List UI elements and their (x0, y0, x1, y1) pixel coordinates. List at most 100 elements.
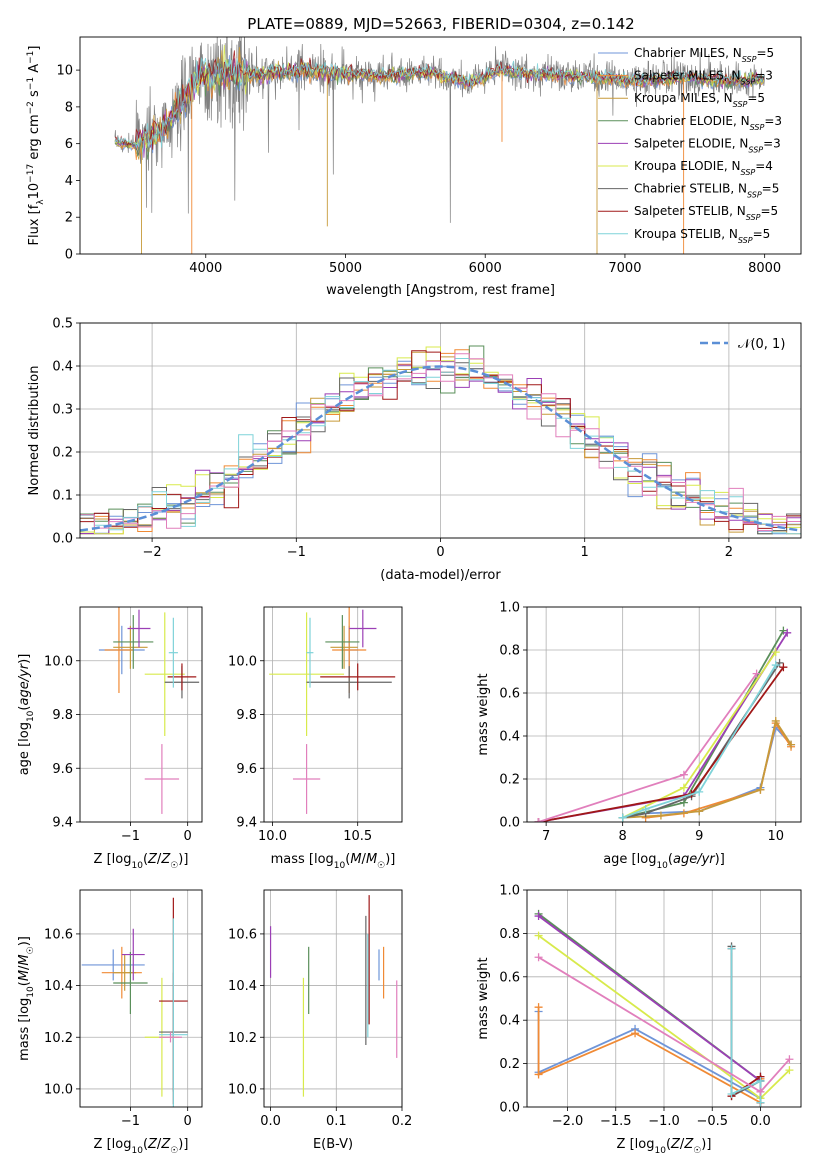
weight-marker (771, 661, 780, 670)
errorbar-point (113, 954, 137, 991)
z-age-ytick-label: 9.8 (52, 708, 73, 723)
ebv-mass-panel: 0.0 0.1 0.2 10.0 10.2 10.4 10.6 E(B-V) (228, 889, 413, 1152)
mass-age-ytick-label: 10.0 (228, 654, 257, 669)
errorbar-point (121, 928, 145, 981)
errorbar-point (292, 744, 321, 814)
errorbar-point (269, 612, 345, 736)
spectrum-ylabel: Flux [fλ10−17 erg cm−2 s−1 A−1] (26, 46, 46, 246)
spectrum-frame (79, 36, 802, 255)
z-mass-ytick-label: 10.6 (44, 927, 73, 942)
weight-marker (534, 931, 543, 940)
weight-marker (679, 770, 688, 779)
z-age-plot-area (98, 607, 200, 814)
errorbar-point (144, 744, 180, 814)
age-weight-ylabel: mass weight (476, 673, 491, 755)
weight-marker (756, 785, 765, 794)
residuals-ylabel: Normed distribution (27, 366, 42, 496)
weight-marker (534, 912, 543, 921)
z-weight-ytick-label: 0.0 (499, 1101, 520, 1116)
weight-marker (785, 1055, 794, 1064)
histogram-pink (80, 353, 801, 531)
errorbar-point (349, 609, 377, 648)
age-weight-frame (526, 606, 802, 823)
errorbar-point (330, 625, 358, 669)
residuals-plot-area (80, 345, 801, 535)
weight-marker (779, 663, 788, 672)
ebv-mass-xtick-label: 0.2 (392, 1114, 413, 1129)
z-mass-ylabel: mass [log10(M/M☉)] (17, 936, 36, 1061)
weight-line-kroupa-stelib (622, 664, 777, 819)
errorbar-point (320, 663, 396, 691)
spectrum-xtick-label: 7000 (608, 261, 641, 276)
errorbar-point (144, 612, 185, 736)
residuals-ytick-label: 0.2 (52, 446, 73, 461)
age-weight-ytick-label: 0.6 (499, 687, 520, 702)
mass-age-panel: 10.0 10.5 9.4 9.6 9.8 10.0 mass [log10(M/M☉)] (228, 606, 403, 871)
z-weight-ytick-label: 0.8 (499, 927, 520, 942)
errorbar-point (159, 918, 188, 1107)
spectrum-xtick-label: 5000 (329, 261, 362, 276)
z-mass-ytick-label: 10.4 (44, 979, 73, 994)
weight-marker (785, 1066, 794, 1075)
mass-age-xtick-label: 10.0 (258, 829, 287, 844)
spectrum-xtick-label: 6000 (469, 261, 502, 276)
ebv-mass-plot-area (269, 895, 398, 1097)
mass-age-ytick-label: 9.6 (236, 762, 257, 777)
weight-marker (631, 1029, 640, 1038)
weight-marker (756, 1098, 765, 1107)
residuals-xtick-label: −1 (287, 545, 306, 560)
z-weight-ytick-label: 0.4 (499, 1014, 520, 1029)
age-weight-xtick-label: 10 (767, 829, 784, 844)
z-age-ylabel: age [log10(age/yr)] (17, 654, 36, 776)
weight-line-salpeter-elodie (538, 915, 762, 1082)
z-age-ytick-label: 10.0 (44, 654, 73, 669)
weight-marker (771, 648, 780, 657)
weight-marker (534, 818, 543, 822)
weight-marker (756, 1076, 765, 1085)
errorbar-point (113, 625, 148, 669)
age-weight-ytick-label: 0.0 (499, 816, 520, 831)
age-weight-ytick-label: 0.4 (499, 730, 520, 745)
z-weight-panel: −2.0 −1.5 −1.0 −0.5 0.0 0.0 0.2 0.4 0.6 0.8 1.0 Z [… (476, 884, 802, 1156)
errorbar-point (104, 607, 134, 693)
weight-marker (695, 807, 704, 816)
errorbar-point (113, 952, 148, 1014)
spectrum-model-chabrier-stelib (114, 56, 764, 156)
weight-marker (756, 1087, 765, 1096)
z-age-xtick-label: 0 (184, 829, 192, 844)
errorbar-point (159, 1032, 182, 1043)
z-mass-xtick-label: −1 (121, 1114, 140, 1129)
histogram-chabrier-stelib (80, 362, 801, 535)
age-weight-ytick-label: 0.8 (499, 644, 520, 659)
z-mass-plot-area (81, 897, 188, 1107)
weight-marker (727, 944, 736, 953)
z-weight-xtick-label: −1.5 (600, 1114, 632, 1129)
residuals-xtick-label: −2 (143, 545, 162, 560)
residuals-xtick-label: 2 (725, 545, 733, 560)
legend-entry: Chabrier STELIB, NSSP=5 (634, 182, 779, 200)
errorbar-point (81, 949, 145, 981)
z-mass-xlabel: Z [log10(Z/Z☉)] (94, 1137, 189, 1156)
z-weight-ytick-label: 0.2 (499, 1057, 520, 1072)
z-weight-xtick-label: −2.0 (552, 1114, 584, 1129)
weight-marker (534, 953, 543, 962)
age-weight-xtick-label: 8 (619, 829, 627, 844)
spectrum-legend: Chabrier MILES, NSSP=5 Salpeter MILES, NS… (598, 46, 782, 244)
weight-line-salpeter-stelib (538, 666, 785, 822)
z-weight-ytick-label: 0.6 (499, 970, 520, 985)
z-weight-frame (526, 889, 802, 1108)
errorbar-point (167, 663, 197, 691)
age-weight-ytick-label: 1.0 (499, 601, 520, 616)
z-mass-ytick-label: 10.2 (44, 1031, 73, 1046)
spectrum-ytick-label: 0 (65, 248, 73, 263)
errorbar-point (325, 615, 360, 669)
residuals-panel: −2 −1 0 1 2 0.0 0.1 0.2 0.3 0.4 0.5 (data-model)/er… (27, 317, 802, 583)
weight-marker (656, 811, 665, 820)
z-weight-plot-area (534, 909, 794, 1107)
spectrum-ytick-label: 2 (65, 211, 73, 226)
spectrum-plot-area (114, 37, 766, 254)
normal-legend-label: 𝒩(0, 1) (738, 337, 785, 352)
age-weight-ytick-label: 0.2 (499, 773, 520, 788)
weight-marker (534, 1070, 543, 1079)
